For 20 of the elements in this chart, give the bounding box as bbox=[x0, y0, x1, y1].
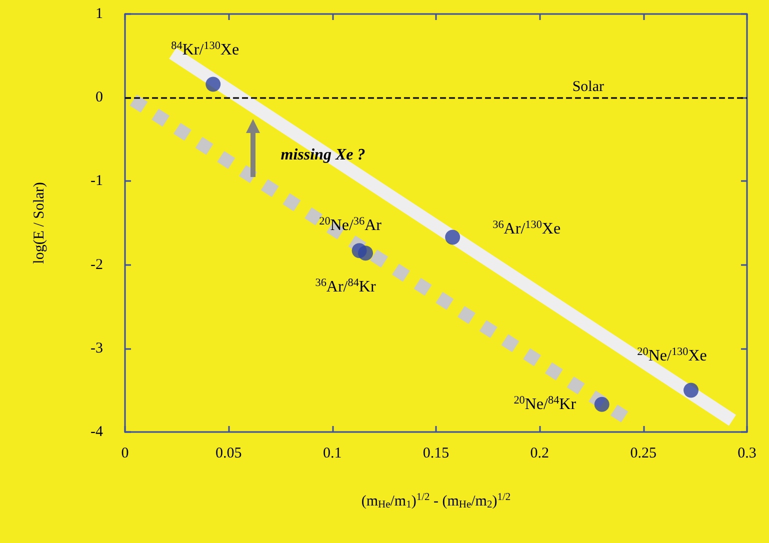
ref-line-label: Solar bbox=[572, 79, 604, 96]
x-tick-label: 0.3 bbox=[738, 446, 756, 462]
point bbox=[206, 76, 221, 92]
point bbox=[684, 382, 699, 398]
y-tick-label: -1 bbox=[90, 173, 103, 190]
x-tick-label: 0.2 bbox=[530, 446, 550, 462]
x-tick-label: 0.25 bbox=[630, 446, 656, 462]
y-tick-label: -3 bbox=[90, 340, 103, 356]
point bbox=[594, 396, 610, 412]
point bbox=[358, 246, 374, 261]
point bbox=[445, 230, 460, 245]
x-tick-label: 0.15 bbox=[422, 446, 450, 462]
y-tick-label: -2 bbox=[90, 256, 103, 273]
x-tick-label: 0 bbox=[121, 446, 129, 462]
y-axis-title: log(E / Solar) bbox=[32, 182, 48, 264]
x-tick-label: 0.1 bbox=[322, 446, 342, 462]
y-tick-label: 0 bbox=[96, 90, 103, 106]
x-tick-label: 0.05 bbox=[216, 446, 242, 462]
y-tick-label: 1 bbox=[96, 6, 103, 22]
y-tick-label: -4 bbox=[90, 424, 104, 440]
